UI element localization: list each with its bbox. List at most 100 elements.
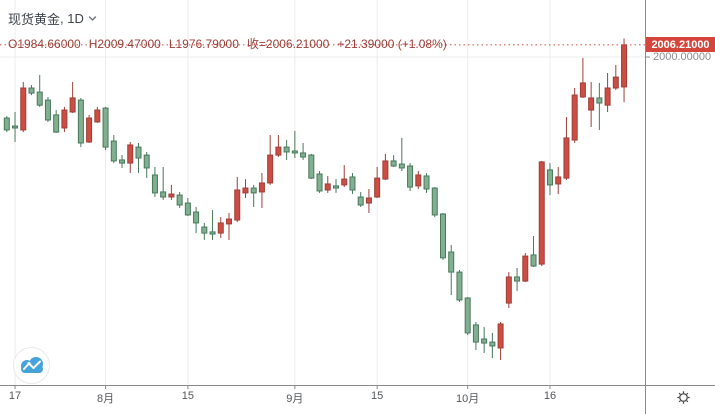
change-value: +21.39000 (+1.08%) bbox=[337, 37, 447, 51]
candle-body bbox=[555, 176, 562, 185]
candle-body bbox=[151, 174, 158, 194]
candle-body bbox=[546, 169, 553, 186]
ohlc-readout: O1984.66000 H2009.47000 L1976.79000 收=2006.… bbox=[8, 37, 455, 51]
candle-body bbox=[127, 144, 134, 164]
open-value: O1984.66000 bbox=[8, 37, 81, 51]
candle-body bbox=[481, 338, 488, 344]
candle-body bbox=[596, 97, 603, 104]
candle-body bbox=[110, 140, 117, 162]
candle-body bbox=[3, 117, 10, 131]
interval-label: 1D bbox=[67, 11, 84, 26]
candle-body bbox=[201, 226, 208, 234]
candle-body bbox=[217, 222, 224, 234]
last-price-badge: 2006.21000 bbox=[646, 37, 715, 52]
candle-body bbox=[489, 341, 496, 347]
candle-body bbox=[160, 191, 167, 198]
candle-body bbox=[53, 114, 60, 133]
symbol-interval-selector[interactable]: 现货黄金, 1D bbox=[8, 9, 97, 28]
candle-body bbox=[407, 165, 414, 188]
candle-body bbox=[291, 150, 298, 154]
candle-body bbox=[579, 82, 586, 98]
settings-button[interactable] bbox=[674, 388, 692, 406]
candle-body bbox=[439, 213, 446, 259]
watermark-logo bbox=[13, 347, 50, 384]
candle-body bbox=[571, 94, 578, 141]
candle-body bbox=[497, 323, 504, 349]
symbol-name: 现货黄金 bbox=[8, 12, 61, 27]
candle-body bbox=[333, 185, 339, 189]
candle-body bbox=[275, 146, 282, 156]
cloud-chart-icon bbox=[20, 356, 43, 373]
candle-body bbox=[242, 187, 249, 194]
candle-body bbox=[390, 160, 397, 167]
candle-body bbox=[349, 176, 356, 191]
symbol-separator: , bbox=[60, 11, 68, 26]
time-axis-label: 8月 bbox=[96, 393, 115, 405]
candle-body bbox=[448, 251, 455, 273]
high-value: H2009.47000 bbox=[88, 37, 161, 51]
candle-body bbox=[250, 187, 257, 194]
candle-body bbox=[464, 297, 471, 334]
close-value: 收=2006.21000 bbox=[246, 37, 330, 51]
candle-body bbox=[324, 183, 331, 191]
time-axis-label: 9月 bbox=[286, 393, 304, 405]
candle-body bbox=[258, 182, 265, 193]
candle-body bbox=[193, 211, 200, 224]
candle-body bbox=[522, 255, 529, 282]
candle-body bbox=[176, 194, 183, 206]
candle-body bbox=[316, 173, 323, 192]
candle-body bbox=[514, 276, 521, 282]
chevron-down-icon[interactable] bbox=[88, 14, 97, 23]
candle-body bbox=[398, 163, 405, 169]
candle-body bbox=[505, 276, 512, 304]
candle-body bbox=[530, 254, 537, 267]
candle-body bbox=[472, 324, 479, 343]
candle-body bbox=[102, 107, 109, 148]
candle-body bbox=[69, 97, 76, 113]
price-tick-label: 2000.00000 bbox=[653, 51, 712, 63]
candle-body bbox=[61, 109, 68, 129]
time-axis-label: 16 bbox=[543, 390, 557, 402]
candle-body bbox=[415, 174, 422, 187]
candle-body bbox=[119, 159, 126, 164]
candle-body bbox=[267, 154, 274, 184]
candle-body bbox=[36, 91, 43, 106]
candle-body bbox=[604, 87, 611, 106]
candle-body bbox=[226, 218, 233, 225]
candle-body bbox=[86, 117, 93, 143]
candle-body bbox=[612, 76, 619, 89]
candle-body bbox=[12, 125, 19, 129]
candle-body bbox=[374, 177, 381, 198]
candle-body bbox=[538, 161, 545, 265]
candle-body bbox=[28, 87, 35, 94]
candle-body bbox=[382, 160, 389, 180]
candle-body bbox=[143, 154, 150, 169]
candle-body bbox=[308, 154, 315, 179]
candle-body bbox=[621, 44, 628, 88]
gear-icon bbox=[676, 390, 690, 404]
candle-body bbox=[431, 187, 438, 216]
time-axis-label: 17 bbox=[8, 390, 22, 402]
candle-body bbox=[365, 197, 372, 204]
time-axis-label: 10月 bbox=[456, 393, 480, 405]
candle-body bbox=[563, 137, 570, 179]
candle-body bbox=[357, 196, 364, 206]
candle-body bbox=[283, 146, 290, 153]
candle-body bbox=[234, 189, 241, 221]
candle-body bbox=[168, 193, 175, 198]
time-axis-label: 15 bbox=[371, 390, 384, 402]
candle-body bbox=[77, 99, 84, 144]
candle-body bbox=[300, 152, 307, 158]
candle-body bbox=[423, 175, 430, 190]
candle-body bbox=[44, 99, 51, 121]
low-value: L1976.79000 bbox=[168, 37, 239, 51]
candle-body bbox=[20, 87, 27, 131]
candle-body bbox=[341, 178, 348, 186]
candle-body bbox=[94, 109, 101, 123]
time-axis-label: 15 bbox=[181, 390, 194, 402]
candle-body bbox=[135, 146, 142, 159]
candle-body bbox=[209, 231, 216, 235]
candle-body bbox=[456, 271, 463, 301]
